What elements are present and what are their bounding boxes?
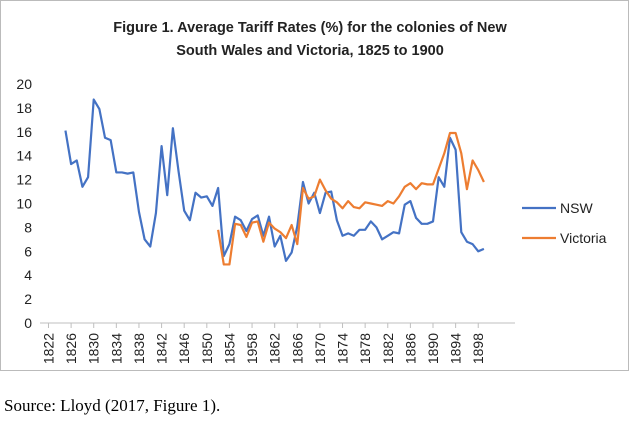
x-tick-label: 1898 (470, 333, 486, 364)
legend-label: Victoria (560, 230, 607, 246)
y-tick-label: 16 (16, 124, 32, 140)
y-tick-label: 6 (24, 243, 32, 259)
x-tick-label: 1878 (357, 333, 373, 364)
x-tick-label: 1870 (312, 333, 328, 364)
x-tick-label: 1886 (402, 333, 418, 364)
x-tick-label: 1890 (425, 333, 441, 364)
x-tick-label: 1894 (448, 333, 464, 364)
source-note: Source: Lloyd (2017, Figure 1). (4, 396, 221, 415)
chart-title: Figure 1. Average Tariff Rates (%) for t… (113, 20, 507, 36)
y-tick-label: 12 (16, 172, 32, 188)
legend-label: NSW (560, 200, 593, 216)
x-tick-label: 1826 (63, 333, 79, 364)
x-tick-label: 1850 (199, 333, 215, 364)
x-tick-label: 1822 (40, 333, 56, 364)
chart-title: South Wales and Victoria, 1825 to 1900 (176, 43, 444, 59)
x-tick-label: 1882 (380, 333, 396, 364)
x-tick-label: 1846 (176, 333, 192, 364)
y-tick-label: 18 (16, 100, 32, 116)
y-tick-label: 8 (24, 219, 32, 235)
y-tick-label: 0 (24, 315, 32, 331)
y-tick-label: 14 (16, 148, 32, 164)
chart-border (0, 0, 629, 371)
y-tick-label: 4 (24, 267, 32, 283)
x-tick-label: 1958 (244, 333, 260, 364)
x-tick-label: 1866 (289, 333, 305, 364)
chart: Figure 1. Average Tariff Rates (%) for t… (0, 0, 629, 371)
y-tick-label: 2 (24, 291, 32, 307)
x-tick-label: 1834 (108, 333, 124, 364)
x-tick-label: 1862 (267, 333, 283, 364)
x-tick-label: 1854 (221, 333, 237, 364)
x-tick-label: 1842 (154, 333, 170, 364)
y-tick-label: 10 (16, 196, 32, 212)
y-tick-label: 20 (16, 76, 32, 92)
x-tick-label: 1830 (86, 333, 102, 364)
x-tick-label: 1874 (335, 333, 351, 364)
x-tick-label: 1838 (131, 333, 147, 364)
data-line (217, 131, 485, 266)
data-line (64, 98, 485, 262)
